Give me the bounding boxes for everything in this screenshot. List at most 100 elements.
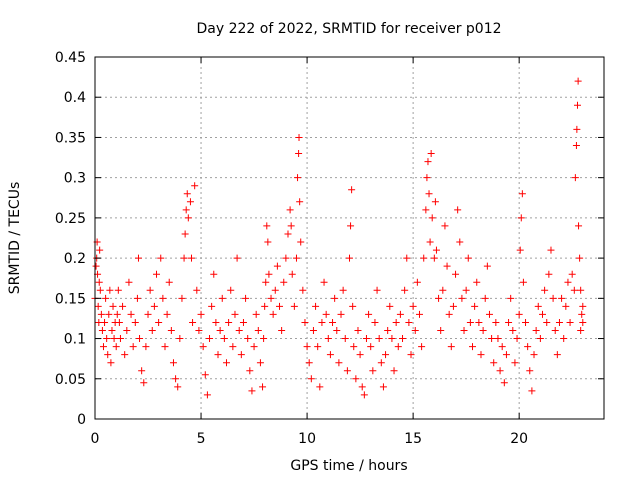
data-point [403,254,411,262]
data-point [299,286,307,294]
data-point [517,214,525,222]
data-point [479,327,487,335]
plot-frame [94,56,605,420]
data-point [528,387,536,395]
data-point [216,327,224,335]
data-point [178,294,186,302]
data-point [367,343,375,351]
data-point [369,367,377,375]
data-point [246,367,254,375]
data-point [536,335,544,343]
data-point [218,294,226,302]
data-point [354,327,362,335]
data-point [106,286,114,294]
data-point [469,343,477,351]
data-point [295,150,303,158]
y-tick-label: 0.35 [55,130,86,146]
data-point [184,214,192,222]
data-point [347,222,355,230]
data-point [335,359,343,367]
data-point [102,294,110,302]
y-tick-label: 0.05 [55,372,86,388]
data-point [161,343,169,351]
data-point [142,343,150,351]
data-point [186,198,194,206]
data-point [127,310,135,318]
data-point [276,302,284,310]
data-point [337,310,345,318]
data-point [324,335,332,343]
data-point [577,327,585,335]
data-point [115,318,123,326]
data-point [466,318,474,326]
data-point [547,246,555,254]
data-point [390,367,398,375]
chart-title: Day 222 of 2022, SRMTID for receiver p01… [196,21,501,37]
data-point [96,246,104,254]
data-point [443,262,451,270]
x-axis-title: GPS time / hours [290,458,407,474]
data-point [260,335,268,343]
data-point [191,182,199,190]
data-point [427,150,435,158]
data-point [295,133,303,141]
data-point [449,302,457,310]
data-point [331,294,339,302]
data-point [435,294,443,302]
data-point [573,125,581,133]
data-point [568,270,576,278]
data-point [92,262,100,270]
data-point [129,343,137,351]
data-point [371,318,379,326]
data-point [210,270,218,278]
data-point [464,254,472,262]
data-point [341,335,349,343]
data-point [286,206,294,214]
data-point [113,310,121,318]
data-point [498,343,506,351]
data-point [564,278,572,286]
data-point [197,310,205,318]
data-point [229,343,237,351]
data-point [98,327,106,335]
data-point [233,254,241,262]
data-point [570,286,578,294]
data-point [558,294,566,302]
data-point [108,327,116,335]
data-point [307,375,315,383]
data-point [208,302,216,310]
data-point [107,359,115,367]
data-point [413,278,421,286]
data-point [519,278,527,286]
data-point [103,335,111,343]
data-point [500,379,508,387]
data-point [153,270,161,278]
data-point [294,174,302,182]
data-point [447,343,455,351]
data-point [280,278,288,286]
data-point [292,254,300,262]
data-point [144,310,152,318]
x-tick-label: 15 [404,431,422,447]
data-point [104,351,112,359]
data-point [105,310,113,318]
data-point [494,335,502,343]
data-point [452,270,460,278]
data-point [287,222,295,230]
y-tick-label: 0.25 [55,211,86,227]
data-point [96,286,104,294]
data-point [507,294,515,302]
data-point [250,343,258,351]
data-point [212,318,220,326]
data-point [273,262,281,270]
data-point [248,387,256,395]
data-point [348,186,356,194]
data-point [239,318,247,326]
data-point [316,383,324,391]
data-point [123,327,131,335]
data-point [477,351,485,359]
data-point [267,294,275,302]
data-point [265,270,273,278]
data-point [445,310,453,318]
